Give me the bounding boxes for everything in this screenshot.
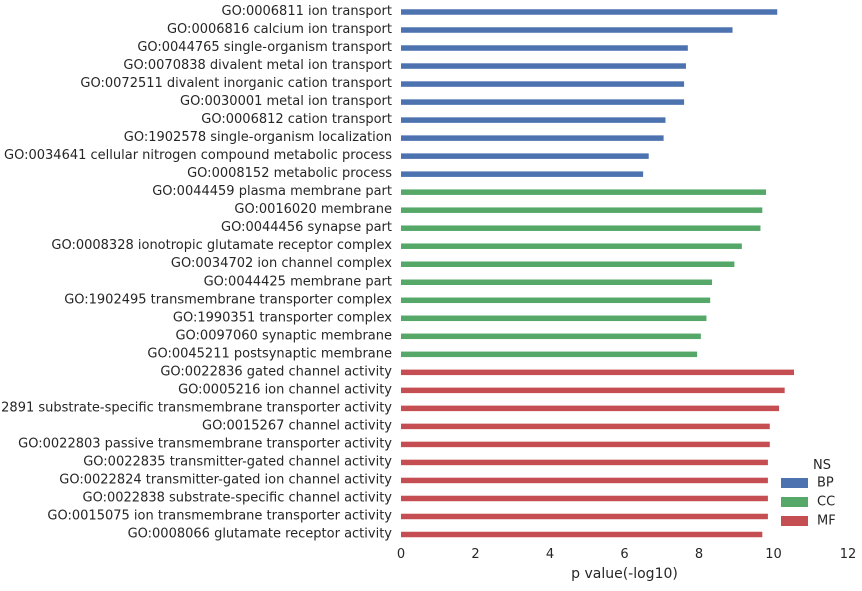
bar-cc-16: [401, 297, 711, 304]
x-axis-ticks: 0 2 4 6 8 10 12: [397, 547, 856, 562]
x-tick-label: 2: [471, 547, 479, 562]
bar-mf-25: [401, 459, 768, 466]
bar-cc-17: [401, 315, 707, 322]
legend-items: BP CC MF: [781, 476, 836, 529]
bar-mf-24: [401, 441, 770, 448]
bar-bp-0: [401, 9, 778, 15]
bar-cc-19: [401, 351, 698, 358]
bar-mf-20: [401, 369, 794, 376]
category-label: GO:0022835 transmitter-gated channel act…: [83, 454, 392, 469]
legend-label-cc: CC: [817, 495, 835, 510]
bar-cc-13: [401, 243, 742, 249]
category-label: GO:0044425 membrane part: [204, 274, 392, 289]
legend-title: NS: [813, 458, 831, 473]
category-label: GO:0006812 cation transport: [201, 112, 392, 127]
category-label: GO:0045211 postsynaptic membrane: [147, 346, 392, 361]
category-label: GO:0008066 glutamate receptor activity: [128, 527, 393, 542]
legend-label-bp: BP: [817, 476, 834, 491]
bar-bp-3: [401, 63, 686, 69]
bar-bp-5: [401, 99, 685, 105]
x-tick-label: 10: [765, 547, 782, 562]
legend-label-mf: MF: [817, 514, 836, 529]
legend-swatch-cc: [781, 497, 808, 507]
bar-bp-1: [401, 27, 733, 33]
category-label: GO:0022824 transmitter-gated ion channel…: [59, 472, 392, 487]
bar-bp-9: [401, 171, 644, 177]
category-label: GO:0022891 substrate-specific transmembr…: [0, 400, 392, 415]
legend-swatch-mf: [781, 516, 808, 526]
x-tick-label: 8: [695, 547, 703, 562]
category-label: GO:1990351 transporter complex: [173, 310, 392, 325]
bar-cc-11: [401, 207, 763, 213]
bar-cc-15: [401, 279, 713, 286]
category-label: GO:0070838 divalent metal ion transport: [123, 58, 392, 73]
category-label: GO:0072511 divalent inorganic cation tra…: [80, 76, 392, 91]
bar-cc-10: [401, 189, 767, 195]
bar-bp-8: [401, 153, 649, 159]
legend-swatch-bp: [781, 478, 808, 488]
legend: NS BP CC MF: [781, 458, 836, 529]
bars-layer: [401, 9, 794, 538]
bar-bp-2: [401, 45, 688, 51]
category-labels: GO:0006811 ion transport GO:0006816 calci…: [0, 4, 392, 542]
bar-mf-27: [401, 495, 768, 502]
category-label: GO:0034702 ion channel complex: [171, 256, 392, 271]
category-label: GO:0008328 ionotropic glutamate receptor…: [51, 238, 392, 253]
category-label: GO:0006816 calcium ion transport: [167, 22, 392, 37]
bar-mf-29: [401, 531, 763, 538]
bar-mf-22: [401, 405, 780, 412]
category-label: GO:0030001 metal ion transport: [180, 94, 392, 109]
category-label: GO:0044456 synapse part: [221, 220, 392, 235]
x-tick-label: 4: [546, 547, 554, 562]
bar-cc-18: [401, 333, 701, 340]
category-label: GO:0044459 plasma membrane part: [152, 184, 392, 199]
category-label: GO:0022838 substrate-specific channel ac…: [83, 490, 393, 505]
category-label: GO:1902578 single-organism localization: [124, 130, 392, 145]
bar-mf-26: [401, 477, 768, 484]
category-label: GO:0006811 ion transport: [222, 4, 393, 19]
x-tick-label: 0: [397, 547, 405, 562]
category-label: GO:0008152 metabolic process: [187, 166, 392, 181]
category-label: GO:1902495 transmembrane transporter com…: [64, 292, 392, 307]
bar-cc-14: [401, 261, 735, 267]
category-label: GO:0005216 ion channel activity: [178, 382, 392, 397]
x-tick-label: 6: [620, 547, 628, 562]
category-label: GO:0034641 cellular nitrogen compound me…: [4, 148, 392, 163]
bar-bp-7: [401, 135, 664, 141]
bar-mf-21: [401, 387, 785, 394]
category-label: GO:0016020 membrane: [234, 202, 392, 217]
category-label: GO:0097060 synaptic membrane: [175, 328, 392, 343]
bar-bp-6: [401, 117, 666, 123]
x-axis-title: p value(-log10): [571, 566, 678, 582]
category-label: GO:0015075 ion transmembrane transporter…: [47, 508, 392, 523]
category-label: GO:0022803 passive transmembrane transpo…: [18, 436, 392, 451]
bar-bp-4: [401, 81, 685, 87]
category-label: GO:0022836 gated channel activity: [160, 364, 392, 379]
bar-mf-23: [401, 423, 770, 430]
bar-mf-28: [401, 513, 768, 520]
category-label: GO:0015267 channel activity: [202, 418, 392, 433]
bar-cc-12: [401, 225, 761, 231]
x-tick-label: 12: [840, 547, 857, 562]
category-label: GO:0044765 single-organism transport: [137, 40, 392, 55]
